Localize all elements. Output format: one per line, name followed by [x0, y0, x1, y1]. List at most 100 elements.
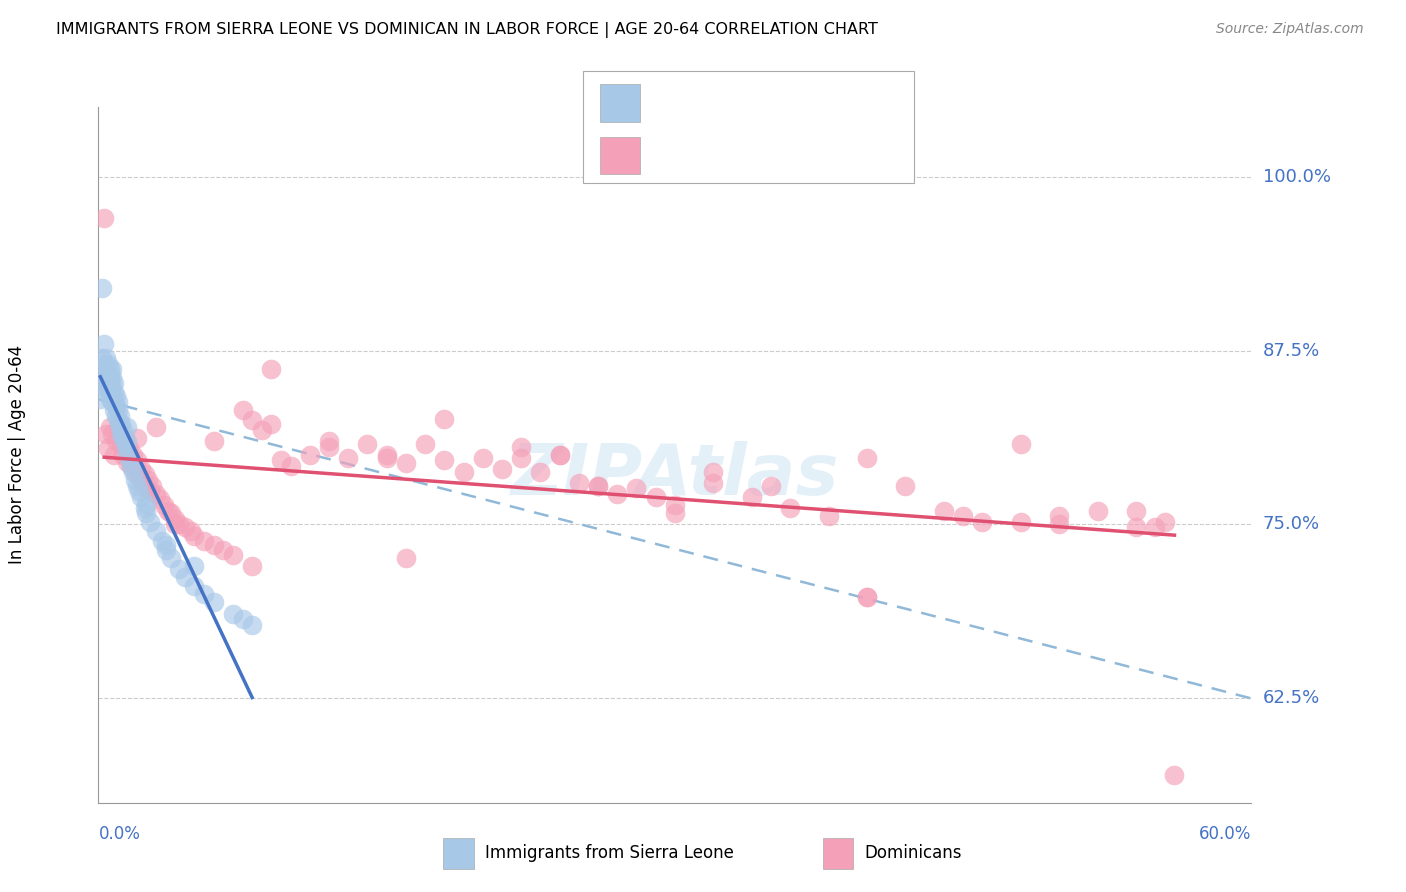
Point	[318, 440, 340, 454]
Point	[702, 475, 724, 490]
Point	[1144, 520, 1167, 534]
Point	[112, 431, 135, 445]
Point	[101, 370, 124, 384]
Point	[231, 612, 254, 626]
Text: 75.0%: 75.0%	[1263, 516, 1320, 533]
Text: In Labor Force | Age 20-64: In Labor Force | Age 20-64	[8, 345, 25, 565]
Point	[131, 475, 153, 490]
Point	[548, 448, 571, 462]
Point	[260, 417, 283, 432]
Point	[125, 453, 148, 467]
Point	[134, 500, 156, 515]
Point	[103, 395, 125, 409]
Point	[145, 487, 167, 501]
Point	[1125, 503, 1147, 517]
Point	[101, 378, 124, 392]
Point	[222, 548, 245, 562]
Point	[104, 399, 127, 413]
Point	[108, 427, 131, 442]
Point	[1154, 515, 1177, 529]
Point	[107, 395, 129, 409]
Text: 68: 68	[815, 95, 841, 114]
Text: Source: ZipAtlas.com: Source: ZipAtlas.com	[1216, 22, 1364, 37]
Point	[145, 524, 167, 539]
Text: 60.0%: 60.0%	[1199, 825, 1251, 843]
Point	[91, 378, 114, 392]
Point	[932, 503, 955, 517]
Point	[108, 420, 131, 434]
Point	[103, 448, 125, 462]
Text: IMMIGRANTS FROM SIERRA LEONE VS DOMINICAN IN LABOR FORCE | AGE 20-64 CORRELATION: IMMIGRANTS FROM SIERRA LEONE VS DOMINICA…	[56, 22, 879, 38]
Point	[91, 281, 114, 295]
Point	[180, 524, 202, 539]
Point	[471, 450, 494, 465]
Text: -0.180: -0.180	[699, 148, 762, 167]
Text: 0.0%: 0.0%	[98, 825, 141, 843]
Point	[395, 456, 418, 470]
Point	[149, 492, 172, 507]
Point	[240, 559, 263, 574]
Point	[1047, 509, 1070, 524]
Point	[212, 542, 235, 557]
Point	[779, 500, 801, 515]
Point	[626, 481, 648, 495]
Point	[120, 458, 142, 473]
Point	[856, 450, 879, 465]
Point	[1010, 515, 1032, 529]
Point	[104, 409, 127, 423]
Point	[1087, 503, 1109, 517]
Point	[98, 371, 121, 385]
Point	[98, 361, 121, 376]
Point	[103, 376, 125, 390]
Point	[155, 542, 177, 557]
Point	[741, 490, 763, 504]
Point	[122, 448, 145, 462]
Point	[141, 478, 163, 492]
Point	[280, 458, 302, 473]
Point	[104, 434, 127, 448]
Point	[356, 437, 378, 451]
Point	[433, 453, 456, 467]
Point	[156, 503, 179, 517]
Point	[117, 455, 138, 469]
Point	[139, 484, 162, 499]
Point	[817, 509, 839, 524]
Point	[222, 607, 245, 621]
Point	[664, 498, 686, 512]
Point	[108, 409, 131, 423]
Point	[124, 473, 146, 487]
Point	[110, 427, 132, 442]
Point	[94, 368, 117, 382]
Point	[165, 517, 187, 532]
Point	[894, 478, 917, 492]
Point	[128, 484, 150, 499]
Point	[117, 445, 138, 459]
Point	[150, 534, 173, 549]
Point	[433, 411, 456, 425]
Point	[93, 358, 115, 372]
Point	[107, 413, 129, 427]
Point	[160, 550, 183, 565]
Point	[94, 427, 117, 442]
Point	[165, 512, 187, 526]
Point	[1047, 517, 1070, 532]
Point	[202, 595, 225, 609]
Point	[101, 395, 124, 409]
Text: ZIPAtlas: ZIPAtlas	[510, 442, 839, 510]
Point	[97, 358, 120, 372]
Point	[120, 458, 142, 473]
Point	[856, 590, 879, 604]
Point	[97, 368, 120, 382]
Point	[117, 420, 138, 434]
Point	[97, 378, 120, 392]
Point	[759, 478, 782, 492]
Point	[135, 507, 157, 521]
Point	[112, 423, 135, 437]
Text: 100.0%: 100.0%	[1263, 168, 1330, 186]
Point	[972, 515, 994, 529]
Point	[139, 515, 162, 529]
Point	[586, 478, 609, 492]
Point	[250, 423, 273, 437]
Point	[91, 351, 114, 365]
Point	[375, 450, 398, 465]
